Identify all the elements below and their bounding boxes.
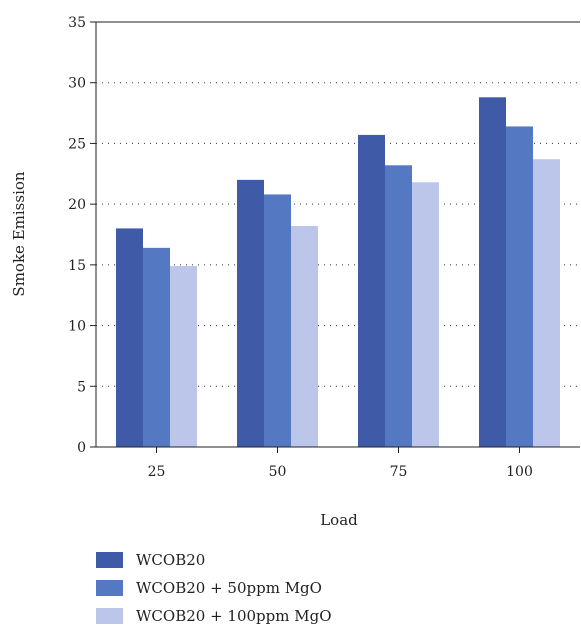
- x-axis-label: Load: [320, 511, 358, 529]
- y-tick-label: 10: [68, 319, 86, 335]
- bar: [291, 226, 318, 447]
- bar: [479, 97, 506, 448]
- bar: [412, 182, 439, 448]
- y-axis-label: Smoke Emission: [10, 171, 28, 296]
- x-tick-label: 100: [506, 464, 533, 480]
- x-tick-label: 75: [390, 464, 408, 480]
- bar: [237, 179, 264, 447]
- bar: [358, 134, 385, 447]
- legend-label: WCOB20 + 100ppm MgO: [136, 607, 332, 625]
- bars: [116, 97, 560, 448]
- axes: [95, 21, 580, 448]
- y-ticks: 0 5 10 15 20 25 30 35: [68, 15, 96, 456]
- x-ticks: 25 50 75 100: [148, 447, 533, 480]
- bar: [506, 126, 533, 447]
- bar: [264, 194, 291, 447]
- legend-swatch: [96, 608, 123, 624]
- y-tick-label: 15: [68, 258, 86, 274]
- y-tick-label: 35: [68, 15, 86, 31]
- bar: [170, 266, 197, 447]
- legend-label: WCOB20: [136, 551, 205, 569]
- bar: [533, 159, 560, 447]
- bar: [116, 228, 143, 447]
- x-tick-label: 50: [269, 464, 287, 480]
- y-tick-label: 5: [77, 379, 86, 395]
- legend-swatch: [96, 552, 123, 568]
- bar: [385, 165, 412, 448]
- legend: WCOB20 WCOB20 + 50ppm MgO WCOB20 + 100ppm …: [96, 551, 332, 625]
- bar: [143, 247, 170, 447]
- y-tick-label: 30: [68, 76, 86, 92]
- y-tick-label: 20: [68, 197, 86, 213]
- y-tick-label: 25: [68, 136, 86, 152]
- legend-swatch: [96, 580, 123, 596]
- legend-label: WCOB20 + 50ppm MgO: [136, 579, 322, 597]
- x-tick-label: 25: [148, 464, 166, 480]
- y-tick-label: 0: [77, 440, 86, 456]
